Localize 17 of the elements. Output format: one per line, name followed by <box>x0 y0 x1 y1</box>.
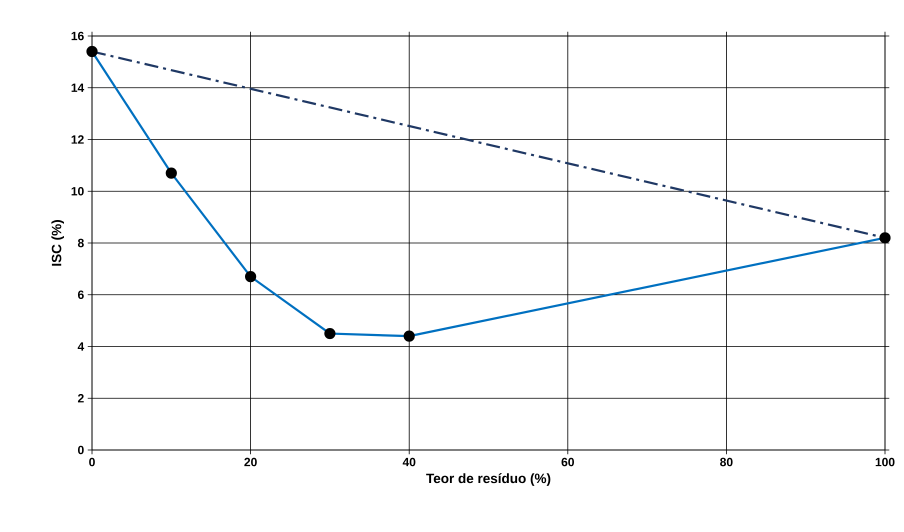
y-tick-label: 12 <box>72 135 84 144</box>
x-tick-label: 0 <box>89 458 95 466</box>
x-axis-title: Teor de resíduo (%) <box>426 473 550 486</box>
x-tick-label: 20 <box>244 458 257 466</box>
y-tick-label: 14 <box>72 84 84 92</box>
y-tick-label: 6 <box>78 290 84 299</box>
y-tick-label: 4 <box>78 342 84 351</box>
x-tick-label: 100 <box>876 458 895 466</box>
y-tick-label: 8 <box>78 238 84 248</box>
y-axis-title: ISC (%) <box>51 220 64 266</box>
y-tick-label: 0 <box>78 446 84 454</box>
x-tick-label: 80 <box>720 458 733 466</box>
y-tick-label: 2 <box>78 394 84 402</box>
x-tick-label: 60 <box>562 458 574 466</box>
y-tick-label: 16 <box>72 32 84 40</box>
y-tick-label: 10 <box>72 186 84 196</box>
x-tick-label: 40 <box>402 458 416 466</box>
